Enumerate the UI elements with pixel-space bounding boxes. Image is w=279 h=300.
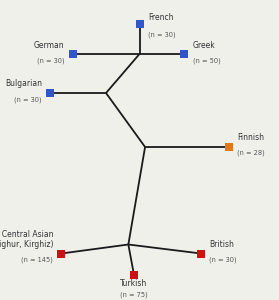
Text: Turkish: Turkish (120, 279, 148, 288)
Text: (n = 30): (n = 30) (14, 96, 42, 103)
Text: French: French (148, 14, 173, 22)
Text: (n = 30): (n = 30) (209, 256, 237, 263)
Text: (n = 30): (n = 30) (37, 57, 64, 64)
Text: British: British (209, 240, 234, 249)
Text: (n = 30): (n = 30) (148, 32, 175, 38)
Text: (n = 28): (n = 28) (237, 150, 265, 157)
Text: (n = 50): (n = 50) (193, 57, 220, 64)
Text: Bulgarian: Bulgarian (5, 80, 42, 88)
Text: German: German (33, 40, 64, 50)
Text: Greek: Greek (193, 40, 215, 50)
Text: Finnish: Finnish (237, 134, 264, 142)
Text: Turkic Central Asian
(Kazakh, Uighur, Kirghiz): Turkic Central Asian (Kazakh, Uighur, Ki… (0, 230, 53, 249)
Text: (n = 75): (n = 75) (120, 291, 148, 298)
Text: (n = 145): (n = 145) (21, 256, 53, 263)
